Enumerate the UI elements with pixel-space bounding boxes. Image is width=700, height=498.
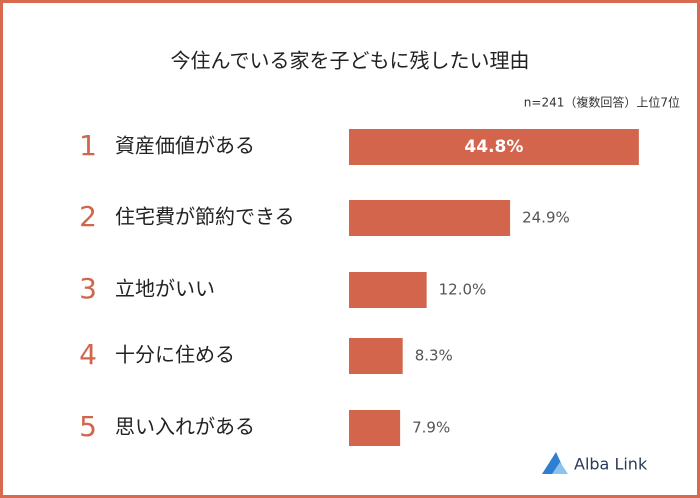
chart-subtitle: n=241（複数回答）上位7位 <box>524 95 680 110</box>
bar <box>349 338 403 374</box>
value-label: 12.0% <box>439 281 487 299</box>
bar <box>349 129 639 165</box>
rank-number: 3 <box>79 272 97 305</box>
bar <box>349 410 401 446</box>
value-label: 8.3% <box>415 347 453 365</box>
bar <box>349 200 511 236</box>
rank-number: 2 <box>79 200 97 233</box>
chart-title: 今住んでいる家を子どもに残したい理由 <box>171 49 530 73</box>
category-label: 住宅費が節約できる <box>115 205 295 229</box>
rank-number: 4 <box>79 338 97 371</box>
value-label: 24.9% <box>522 209 570 227</box>
bar <box>349 272 427 308</box>
category-label: 十分に住める <box>115 343 235 367</box>
value-label: 7.9% <box>412 419 450 437</box>
category-label: 資産価値がある <box>115 134 255 158</box>
logo: Alba Link <box>542 452 648 474</box>
rank-number: 1 <box>79 129 97 162</box>
brand: Alba Link <box>574 455 648 474</box>
value-label: 44.8% <box>464 137 523 157</box>
category-label: 立地がいい <box>115 277 215 301</box>
rank-number: 5 <box>79 410 97 443</box>
logo-icon <box>552 462 568 474</box>
category-label: 思い入れがある <box>115 415 255 439</box>
